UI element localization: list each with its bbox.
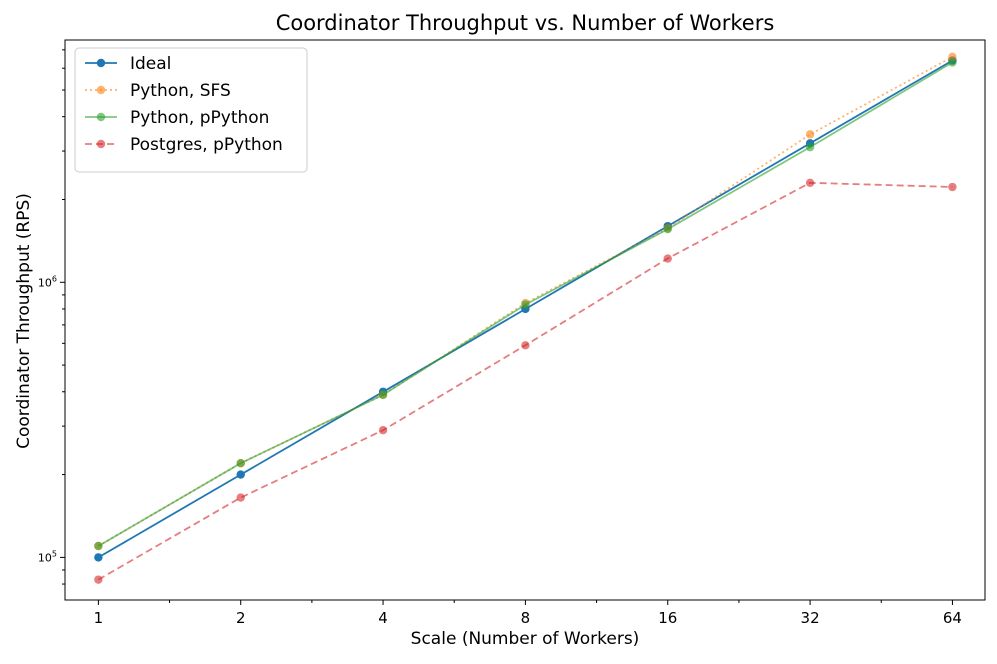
plot-area: 1 2 4 8 16 32 64 105 106	[38, 39, 986, 627]
x-tick-label: 2	[236, 609, 246, 627]
series-point-2	[663, 224, 672, 234]
x-axis-title: Scale (Number of Workers)	[411, 629, 640, 649]
series-point-3	[378, 425, 388, 435]
legend-label: Python, pPython	[130, 108, 269, 128]
y-tick-label: 105	[38, 549, 57, 564]
legend: Ideal Python, SFS Python, pPython Postgres,…	[74, 47, 308, 173]
series-point-3	[805, 178, 815, 187]
series-point-3	[236, 493, 245, 502]
series-point-2	[378, 390, 388, 399]
x-tick-label: 8	[521, 609, 531, 627]
series-line-3	[97, 181, 953, 581]
x-tick-label: 4	[378, 609, 388, 627]
legend-marker	[96, 112, 106, 122]
legend-label: Python, SFS	[130, 81, 231, 101]
y-tick-label: 106	[38, 274, 57, 289]
series-point-2	[94, 541, 103, 551]
series-point-3	[663, 254, 672, 263]
legend-marker	[96, 58, 106, 68]
x-tick-label: 1	[94, 609, 104, 627]
legend-label: Ideal	[130, 54, 171, 74]
series-point-1	[805, 130, 815, 139]
legend-marker	[96, 139, 106, 149]
chart-title: Coordinator Throughput vs. Number of Wor…	[276, 11, 775, 35]
series-point-2	[805, 142, 815, 152]
legend-marker	[96, 85, 106, 95]
series-point-2	[236, 458, 245, 468]
series-point-3	[94, 575, 103, 584]
x-tick-label: 32	[801, 609, 820, 627]
legend-frame	[74, 47, 308, 173]
series-point-0	[236, 470, 245, 479]
series-point-3	[521, 341, 530, 350]
x-tick-label: 16	[658, 609, 677, 627]
y-axis-title: Coordinator Throughput (RPS)	[14, 193, 34, 449]
series-point-3	[948, 182, 957, 192]
series-point-0	[94, 553, 103, 562]
x-tick-label: 64	[943, 609, 962, 627]
series-point-2	[521, 300, 530, 309]
series-point-2	[948, 58, 957, 67]
legend-label: Postgres, pPython	[130, 135, 283, 155]
